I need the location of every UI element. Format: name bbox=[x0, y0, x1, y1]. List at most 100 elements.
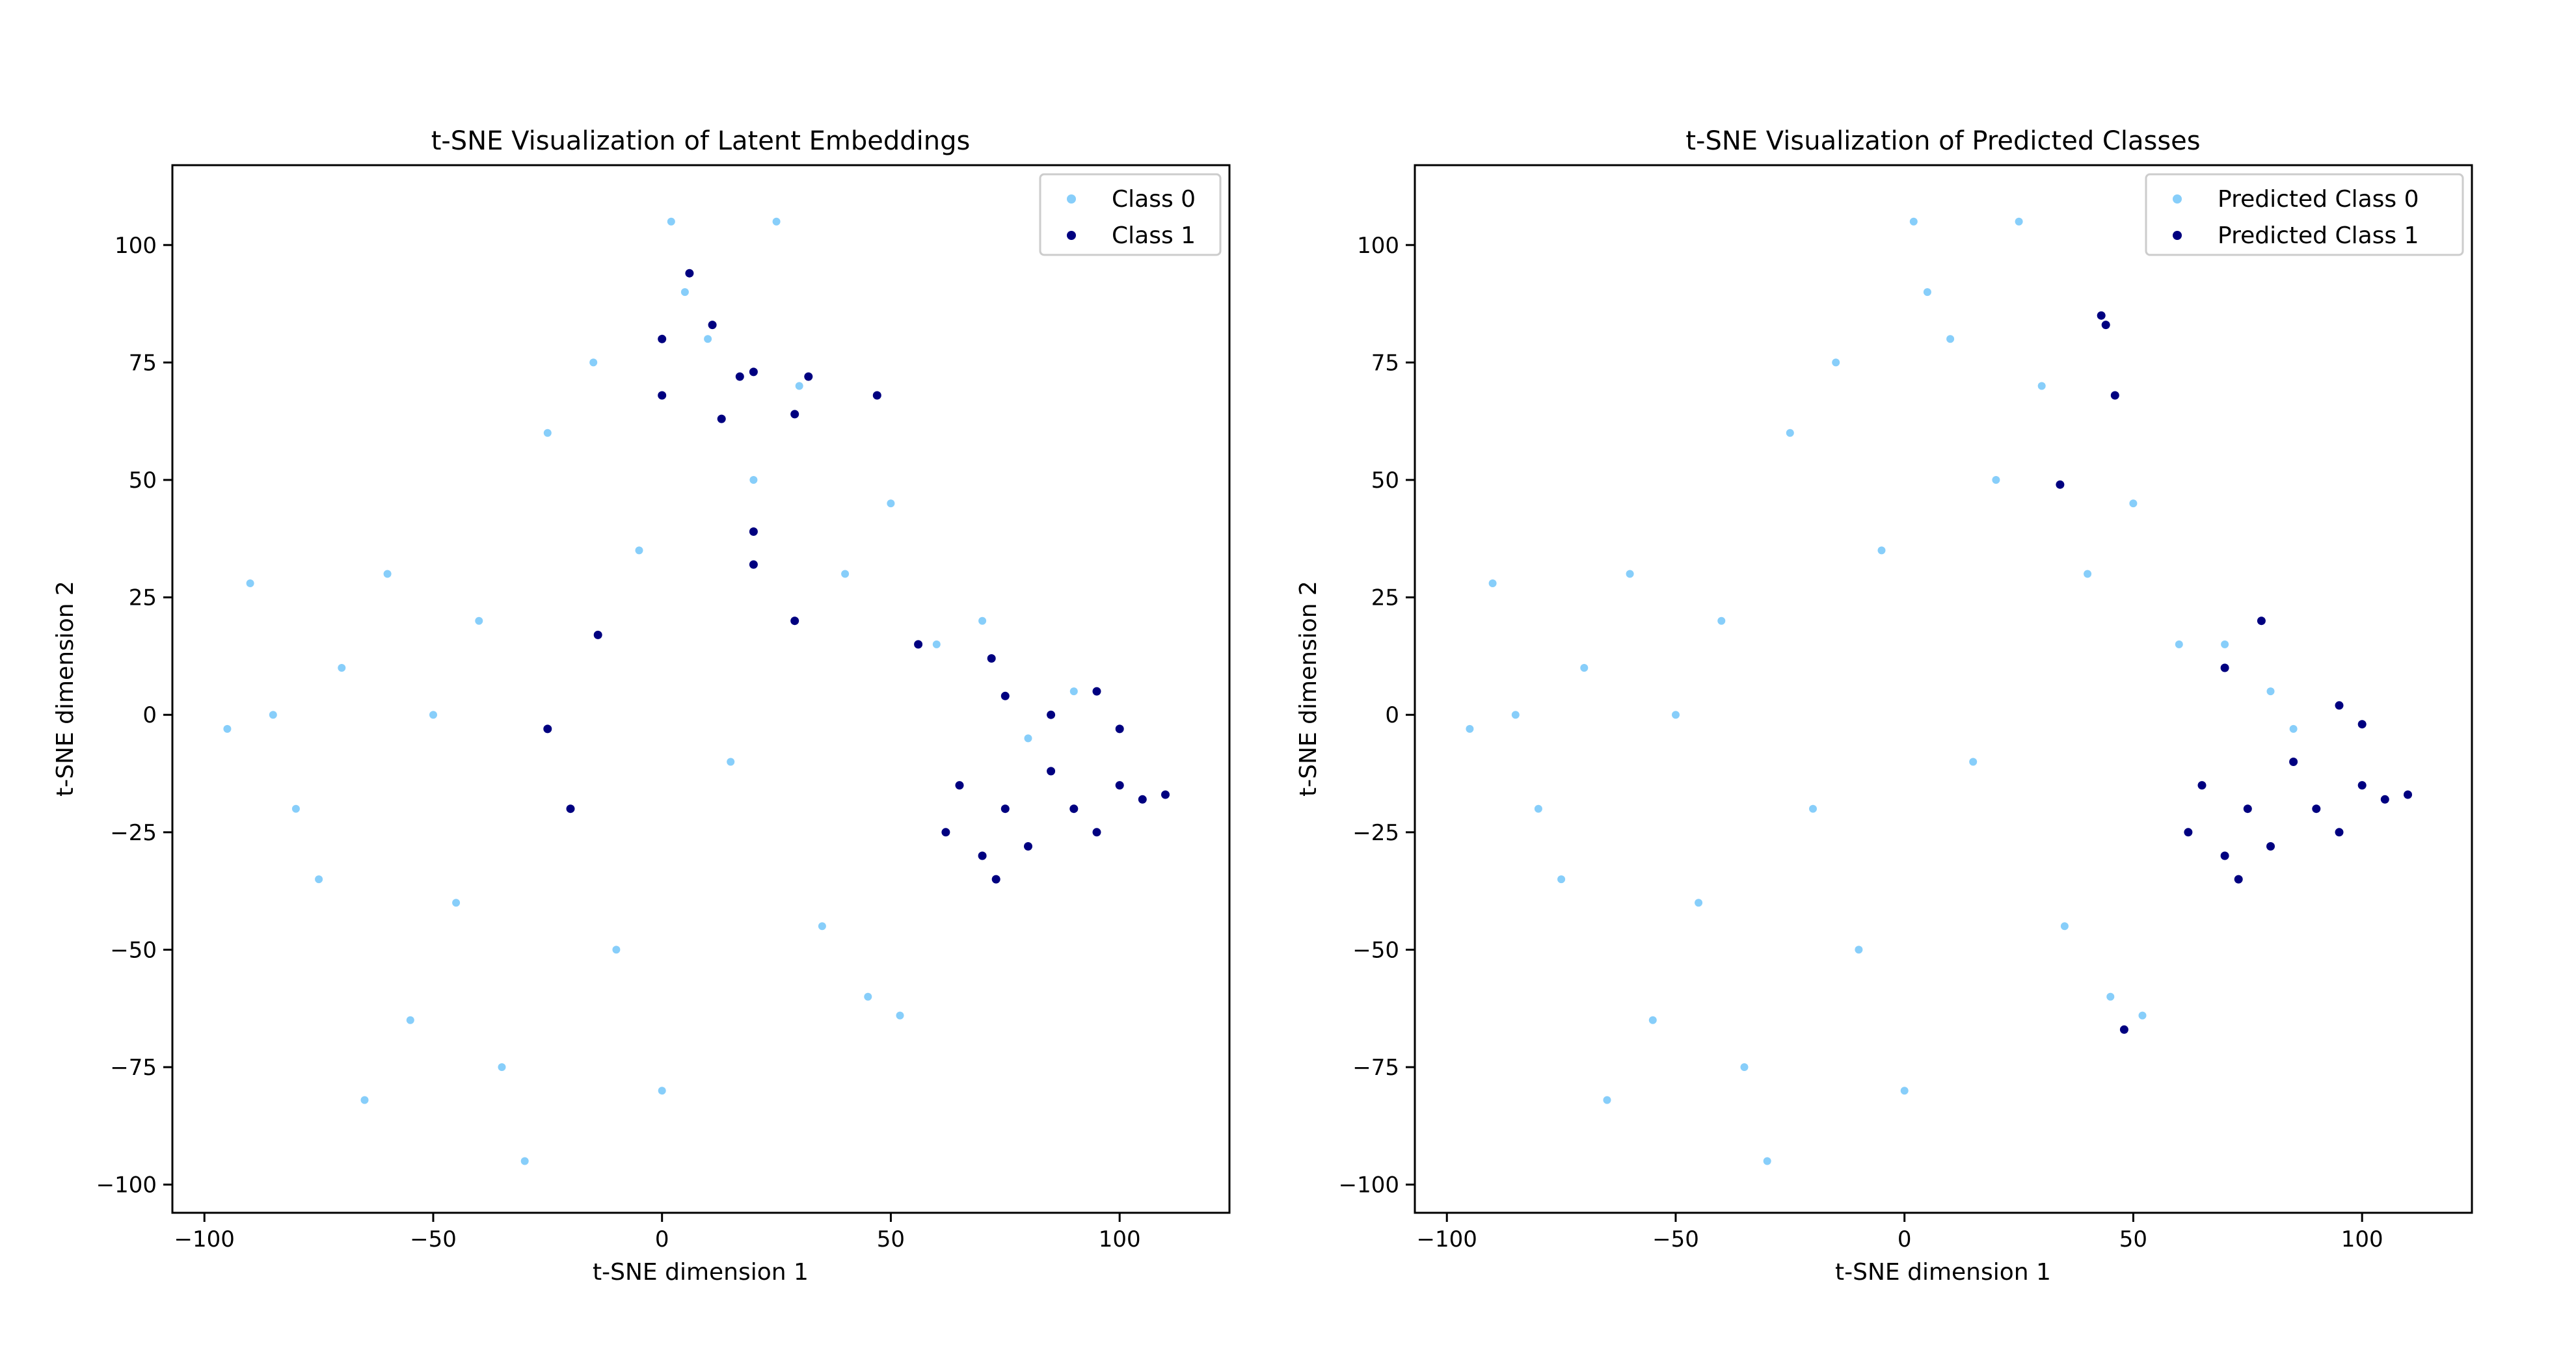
y-tick-label: 0 bbox=[1385, 702, 1399, 728]
class-1-point bbox=[1069, 804, 1079, 814]
class-1-point bbox=[2335, 828, 2344, 837]
class-1-point bbox=[2097, 311, 2106, 320]
class-0-point bbox=[1923, 288, 1931, 297]
class-1-point bbox=[717, 414, 726, 423]
class-1-point bbox=[735, 372, 744, 381]
class-1-point bbox=[2056, 480, 2065, 489]
chart-title: t-SNE Visualization of Predicted Classes bbox=[1685, 126, 2200, 156]
class-0-point bbox=[795, 382, 803, 390]
class-1-point bbox=[2312, 804, 2321, 814]
class-0-point bbox=[1511, 711, 1520, 719]
class-1-point bbox=[658, 391, 667, 400]
class-0-point bbox=[2129, 499, 2138, 508]
x-tick-label: −100 bbox=[1417, 1226, 1477, 1252]
y-tick-label: 75 bbox=[129, 350, 157, 376]
scatter-points bbox=[223, 217, 1170, 1165]
y-tick-label: −100 bbox=[96, 1172, 157, 1198]
class-0-point bbox=[1740, 1063, 1749, 1071]
class-1-point bbox=[2220, 851, 2229, 860]
class-0-point bbox=[978, 616, 987, 625]
class-1-point bbox=[2197, 781, 2207, 790]
x-axis-label: t-SNE dimension 1 bbox=[1835, 1259, 2051, 1286]
class-0-point bbox=[1672, 711, 1680, 719]
y-tick-label: 75 bbox=[1371, 350, 1399, 376]
class-0-point bbox=[2266, 687, 2275, 696]
class-1-point bbox=[2220, 663, 2229, 672]
class-1-point bbox=[593, 630, 602, 639]
class-0-point bbox=[360, 1096, 369, 1104]
scatter-panel-latent-embeddings: t-SNE Visualization of Latent Embeddings… bbox=[52, 126, 1231, 1286]
class-1-point bbox=[2119, 1025, 2128, 1034]
class-0-point bbox=[1717, 616, 1726, 625]
class-0-point bbox=[658, 1087, 666, 1095]
class-0-point bbox=[1466, 724, 1474, 733]
x-axis-label: t-SNE dimension 1 bbox=[593, 1259, 809, 1286]
class-0-point bbox=[1946, 335, 1955, 343]
legend: Predicted Class 0 Predicted Class 1 bbox=[2145, 173, 2464, 256]
class-1-point bbox=[2257, 616, 2266, 626]
legend-box bbox=[2145, 173, 2464, 256]
class-0-point bbox=[429, 711, 437, 719]
class-0-point bbox=[1832, 358, 1840, 367]
legend-label: Predicted Class 1 bbox=[2218, 222, 2419, 249]
y-tick-label: −25 bbox=[110, 820, 157, 846]
legend-marker bbox=[2173, 231, 2182, 240]
class-0-point bbox=[1969, 758, 1978, 766]
y-tick-label: 50 bbox=[129, 468, 157, 494]
x-tick-label: −50 bbox=[410, 1226, 457, 1252]
class-0-point bbox=[704, 335, 712, 343]
legend-label: Class 1 bbox=[1112, 222, 1196, 249]
class-0-point bbox=[864, 992, 872, 1001]
class-1-point bbox=[2357, 781, 2367, 790]
y-axis-label: t-SNE dimension 2 bbox=[52, 581, 79, 797]
class-0-point bbox=[520, 1157, 529, 1165]
y-tick-label: −25 bbox=[1352, 820, 1399, 846]
class-1-point bbox=[658, 334, 667, 343]
class-0-point bbox=[1069, 687, 1078, 696]
y-tick-label: 50 bbox=[1371, 468, 1399, 494]
y-tick-label: −50 bbox=[1352, 937, 1399, 963]
class-0-point bbox=[291, 804, 300, 813]
class-0-point bbox=[1763, 1157, 1771, 1165]
class-1-point bbox=[2234, 875, 2243, 884]
class-0-point bbox=[589, 358, 598, 367]
y-tick-label: −50 bbox=[110, 937, 157, 963]
legend-marker bbox=[2173, 194, 2182, 204]
legend-label: Class 0 bbox=[1112, 186, 1196, 213]
y-tick-label: 100 bbox=[1357, 233, 1399, 259]
class-0-point bbox=[406, 1016, 414, 1024]
class-0-point bbox=[2015, 217, 2023, 226]
class-1-point bbox=[2266, 842, 2275, 851]
class-0-point bbox=[1626, 570, 1634, 578]
legend: Class 0 Class 1 bbox=[1039, 173, 1222, 256]
class-0-point bbox=[727, 758, 735, 766]
class-1-point bbox=[2357, 720, 2367, 729]
class-1-point bbox=[749, 560, 758, 569]
class-0-point bbox=[1534, 804, 1542, 813]
class-0-point bbox=[246, 579, 254, 587]
class-1-point bbox=[955, 781, 964, 790]
x-tick-label: 100 bbox=[2341, 1226, 2383, 1252]
x-tick-label: −50 bbox=[1652, 1226, 1699, 1252]
class-1-point bbox=[543, 724, 552, 734]
class-1-point bbox=[2110, 391, 2119, 400]
class-1-point bbox=[1115, 724, 1124, 734]
class-0-point bbox=[269, 711, 277, 719]
class-0-point bbox=[2289, 724, 2298, 733]
chart-title: t-SNE Visualization of Latent Embeddings bbox=[431, 126, 971, 156]
class-0-point bbox=[1557, 875, 1566, 884]
class-0-point bbox=[2060, 922, 2069, 931]
class-0-point bbox=[772, 217, 781, 226]
scatter-panel-predicted-classes: t-SNE Visualization of Predicted Classes… bbox=[1295, 126, 2473, 1286]
class-0-point bbox=[1809, 804, 1817, 813]
legend-marker bbox=[1067, 231, 1076, 240]
class-0-point bbox=[896, 1011, 904, 1020]
class-0-point bbox=[749, 476, 758, 484]
legend-marker bbox=[1067, 194, 1076, 204]
plot-frame bbox=[1414, 164, 2473, 1214]
class-1-point bbox=[685, 269, 694, 278]
scatter-points bbox=[1466, 217, 2412, 1165]
class-0-point bbox=[2221, 640, 2229, 648]
class-0-point bbox=[223, 724, 232, 733]
y-tick-label: −100 bbox=[1339, 1172, 1399, 1198]
